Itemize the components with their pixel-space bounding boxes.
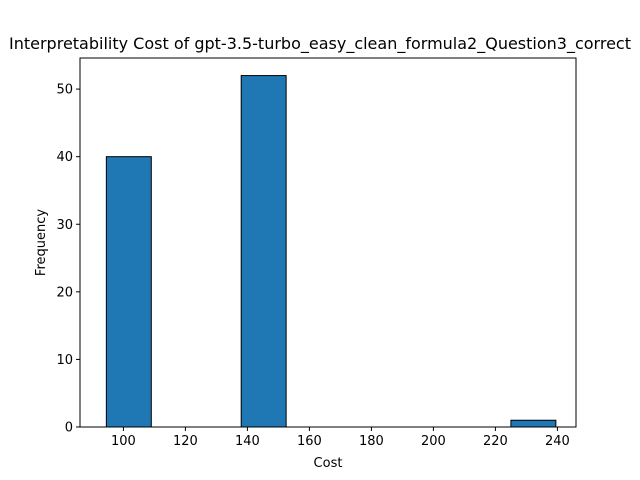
histogram-bar-3 bbox=[240, 75, 287, 428]
x-axis-title: Cost bbox=[314, 456, 343, 471]
histogram-bar-9 bbox=[510, 419, 557, 428]
y-tick-label: 30 bbox=[56, 218, 73, 233]
chart-title: Interpretability Cost of gpt-3.5-turbo_e… bbox=[9, 34, 631, 54]
y-axis-ticks: 0 10 20 30 40 50 bbox=[56, 83, 80, 436]
bars-group bbox=[105, 75, 557, 428]
x-tick-label: 140 bbox=[235, 434, 260, 449]
plot-frame bbox=[79, 57, 577, 428]
x-tick-label: 180 bbox=[359, 434, 384, 449]
y-axis-title: Frequency bbox=[34, 209, 49, 276]
y-tick-label: 40 bbox=[56, 150, 73, 165]
x-axis-ticks: 100 120 140 160 180 200 220 240 bbox=[111, 427, 570, 449]
x-tick-label: 220 bbox=[483, 434, 508, 449]
y-tick-label: 10 bbox=[56, 353, 73, 368]
x-tick-label: 160 bbox=[297, 434, 322, 449]
x-tick-label: 240 bbox=[545, 434, 570, 449]
x-tick-label: 120 bbox=[173, 434, 198, 449]
y-tick-label: 50 bbox=[56, 83, 73, 98]
x-tick-label: 100 bbox=[111, 434, 136, 449]
y-tick-label: 0 bbox=[65, 421, 73, 436]
y-tick-label: 20 bbox=[56, 285, 73, 300]
histogram-bar-0 bbox=[105, 156, 152, 428]
x-tick-label: 200 bbox=[421, 434, 446, 449]
